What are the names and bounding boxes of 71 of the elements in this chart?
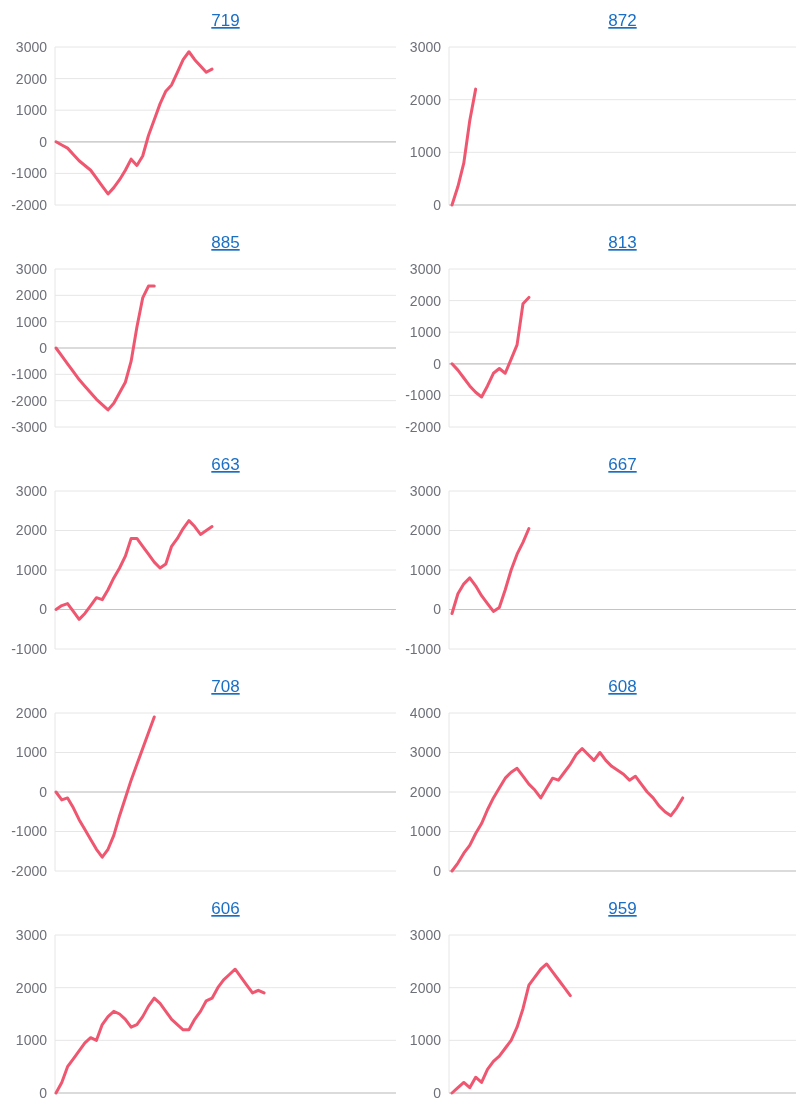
y-tick-label: 0 bbox=[433, 355, 442, 372]
y-tick-label: 3000 bbox=[15, 260, 48, 277]
y-tick-label: 0 bbox=[433, 862, 442, 879]
y-tick-label: 0 bbox=[39, 601, 48, 618]
y-tick-label: 2000 bbox=[409, 979, 442, 996]
y-tick-label: 1000 bbox=[409, 324, 442, 341]
y-tick-label: 3000 bbox=[409, 260, 442, 277]
y-tick-label: -2000 bbox=[11, 862, 48, 879]
y-tick-label: 0 bbox=[433, 1084, 442, 1101]
y-tick-label: 3000 bbox=[409, 744, 442, 761]
y-tick-label: 1000 bbox=[15, 102, 48, 119]
y-tick-label: 0 bbox=[39, 133, 48, 150]
y-tick-label: 2000 bbox=[409, 522, 442, 539]
y-tick-label: 2000 bbox=[15, 704, 48, 721]
y-tick-label: -1000 bbox=[11, 823, 48, 840]
y-tick-label: 3000 bbox=[15, 38, 48, 55]
y-tick-label: 1000 bbox=[15, 1032, 48, 1049]
chart-title: 663 bbox=[211, 455, 240, 474]
chart-title: 813 bbox=[608, 233, 637, 252]
y-tick-label: 3000 bbox=[15, 482, 48, 499]
y-tick-label: -2000 bbox=[11, 392, 48, 409]
y-tick-label: 3000 bbox=[409, 926, 442, 943]
line-series bbox=[450, 527, 531, 615]
y-tick-label: -1000 bbox=[405, 640, 442, 657]
y-tick-label: 0 bbox=[39, 339, 48, 356]
y-tick-label: -2000 bbox=[405, 418, 442, 435]
line-series bbox=[54, 967, 266, 1095]
y-tick-label: -1000 bbox=[11, 366, 48, 383]
y-tick-label: -1000 bbox=[11, 640, 48, 657]
y-tick-label: 1000 bbox=[409, 561, 442, 578]
line-series bbox=[450, 747, 685, 873]
y-tick-label: 2000 bbox=[15, 70, 48, 87]
chart-title: 608 bbox=[608, 677, 637, 696]
y-tick-label: 0 bbox=[39, 1084, 48, 1101]
y-tick-label: 2000 bbox=[409, 783, 442, 800]
y-tick-label: 2000 bbox=[409, 292, 442, 309]
chart-title: 959 bbox=[608, 899, 637, 918]
line-series bbox=[54, 519, 214, 621]
chart-title: 885 bbox=[211, 233, 240, 252]
line-series bbox=[450, 87, 478, 207]
y-tick-label: 1000 bbox=[15, 744, 48, 761]
chart-title: 667 bbox=[608, 455, 637, 474]
y-tick-label: 1000 bbox=[15, 561, 48, 578]
y-tick-label: -1000 bbox=[405, 387, 442, 404]
y-tick-label: -1000 bbox=[11, 165, 48, 182]
y-tick-label: 3000 bbox=[409, 482, 442, 499]
y-tick-label: 1000 bbox=[15, 313, 48, 330]
y-tick-label: 1000 bbox=[409, 823, 442, 840]
chart-title: 708 bbox=[211, 677, 240, 696]
y-tick-label: 0 bbox=[433, 601, 442, 618]
y-tick-label: 4000 bbox=[409, 704, 442, 721]
y-tick-label: -3000 bbox=[11, 418, 48, 435]
chart-title: 606 bbox=[211, 899, 240, 918]
y-tick-label: 2000 bbox=[15, 287, 48, 304]
y-tick-label: 0 bbox=[39, 783, 48, 800]
line-series bbox=[450, 295, 531, 399]
y-tick-label: 2000 bbox=[15, 979, 48, 996]
chart-title: 872 bbox=[608, 11, 637, 30]
y-tick-label: 0 bbox=[433, 196, 442, 213]
y-tick-label: 1000 bbox=[409, 1032, 442, 1049]
y-tick-label: 3000 bbox=[409, 38, 442, 55]
chart-title: 719 bbox=[211, 11, 240, 30]
y-tick-label: 3000 bbox=[15, 926, 48, 943]
line-series bbox=[450, 962, 572, 1095]
line-series bbox=[54, 284, 156, 412]
line-series bbox=[54, 50, 214, 196]
y-tick-label: 2000 bbox=[409, 91, 442, 108]
y-tick-label: -2000 bbox=[11, 196, 48, 213]
y-tick-label: 1000 bbox=[409, 144, 442, 161]
line-series bbox=[54, 715, 156, 859]
y-tick-label: 2000 bbox=[15, 522, 48, 539]
